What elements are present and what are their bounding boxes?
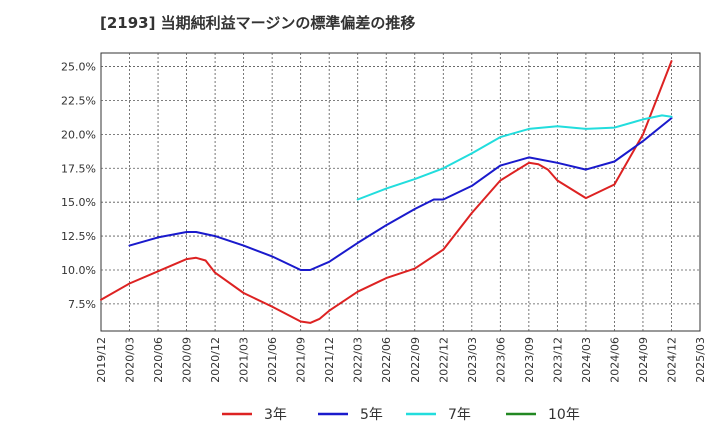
x-tick-label: 2024/09 [637, 337, 650, 383]
y-tick-label: 12.5% [61, 230, 96, 243]
x-tick-label: 2022/06 [380, 337, 393, 383]
x-tick-label: 2022/09 [409, 337, 422, 383]
y-tick-label: 22.5% [61, 94, 96, 107]
x-tick-label: 2022/03 [352, 337, 365, 383]
x-tick-label: 2023/12 [551, 337, 564, 383]
x-tick-label: 2023/03 [466, 337, 479, 383]
x-axis-ticks: 2019/12 2020/03 2020/06 2020/09 2020/12 2021/… [95, 337, 707, 383]
x-tick-label: 2021/09 [295, 337, 308, 383]
x-tick-label: 2020/03 [124, 337, 137, 383]
series-layer [100, 60, 673, 324]
legend-label-2: 7年 [448, 407, 471, 423]
y-tick-label: 25.0% [61, 61, 96, 74]
chart-title: [2193] 当期純利益マージンの標準偏差の推移 [100, 14, 415, 32]
series-line-2 [356, 114, 673, 201]
y-tick-label: 15.0% [61, 196, 96, 209]
x-tick-label: 2024/03 [580, 337, 593, 383]
y-tick-label: 10.0% [61, 264, 96, 277]
x-tick-label: 2024/06 [608, 337, 621, 383]
plot-area [100, 52, 701, 332]
y-tick-label: 17.5% [61, 162, 96, 175]
x-tick-label: 2021/12 [323, 337, 336, 383]
series-line-1 [128, 117, 673, 271]
x-tick-label: 2020/09 [181, 337, 194, 383]
x-tick-label: 2021/03 [238, 337, 251, 383]
legend-label-1: 5年 [360, 407, 383, 423]
x-tick-label: 2020/12 [209, 337, 222, 383]
x-tick-label: 2019/12 [95, 337, 108, 383]
x-tick-label: 2022/12 [437, 337, 450, 383]
x-tick-label: 2023/06 [494, 337, 507, 383]
x-tick-label: 2023/09 [523, 337, 536, 383]
x-tick-label: 2020/06 [152, 337, 165, 383]
legend-label-0: 3年 [264, 407, 287, 423]
legend-label-3: 10年 [548, 407, 580, 423]
legend: 3年 5年 7年 10年 [222, 407, 580, 423]
x-tick-label: 2021/06 [266, 337, 279, 383]
x-tick-label: 2024/12 [665, 337, 678, 383]
series-line-0 [100, 60, 673, 324]
x-tick-label: 2025/03 [694, 337, 707, 383]
y-tick-label: 7.5% [68, 298, 96, 311]
y-axis-ticks: 7.5% 10.0% 12.5% 15.0% 17.5% 20.0% 22.5% 25.0% [61, 61, 96, 311]
y-tick-label: 20.0% [61, 128, 96, 141]
